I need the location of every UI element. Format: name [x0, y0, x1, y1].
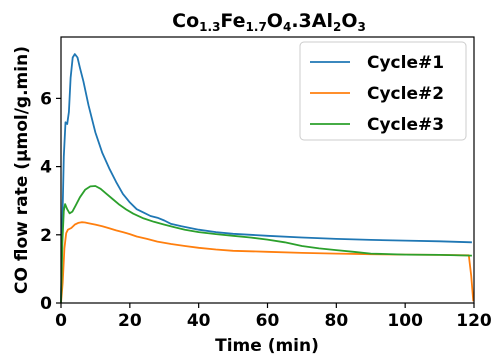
legend-box — [299, 41, 467, 141]
ticks-layer: 0 20 40 60 80 100 120 0 2 4 6 — [40, 89, 492, 331]
y-tick-label: 6 — [40, 89, 52, 109]
x-tick-label: 120 — [456, 311, 492, 331]
title-part-fe: Fe — [220, 10, 245, 32]
title-sub-4: 2 — [333, 20, 341, 34]
plot-area-frame — [60, 36, 475, 304]
x-tick-label: 20 — [118, 311, 142, 331]
y-axis-label: CO flow rate (µmol/g.min) — [12, 46, 32, 294]
title-sub-2: 1.7 — [246, 20, 267, 34]
series-line-cycle-1 — [60, 53, 472, 304]
x-tick-label: 80 — [324, 311, 348, 331]
x-tick-label: 0 — [55, 311, 67, 331]
legend-label-cycle-1: Cycle#1 — [367, 53, 444, 73]
x-axis-label: Time (min) — [215, 336, 319, 354]
title-sub-3: 4 — [283, 20, 291, 34]
x-tick-label: 100 — [387, 311, 423, 331]
title-part-o: O — [267, 10, 283, 32]
title-part-o2: O — [341, 10, 357, 32]
legend: Cycle#1 Cycle#2 Cycle#3 — [299, 41, 467, 141]
title-sub-1: 1.3 — [199, 20, 220, 34]
chart-title: Co1.3Fe1.7O4.3Al2O3 — [172, 10, 366, 34]
x-tick-label: 40 — [187, 311, 211, 331]
series-line-cycle-2 — [60, 221, 475, 304]
y-tick-label: 2 — [40, 226, 52, 246]
legend-items: Cycle#1 Cycle#2 Cycle#3 — [310, 53, 444, 135]
series-line-cycle-3 — [60, 185, 472, 304]
x-tick-label: 60 — [256, 311, 280, 331]
legend-label-cycle-2: Cycle#2 — [367, 84, 444, 104]
y-tick-label: 0 — [40, 294, 52, 314]
title-sub-5: 3 — [357, 20, 365, 34]
title-part-al: .3Al — [291, 10, 333, 32]
legend-label-cycle-3: Cycle#3 — [367, 115, 444, 135]
title-part-co: Co — [172, 10, 199, 32]
series-layer — [60, 53, 475, 304]
y-tick-label: 4 — [40, 158, 52, 178]
